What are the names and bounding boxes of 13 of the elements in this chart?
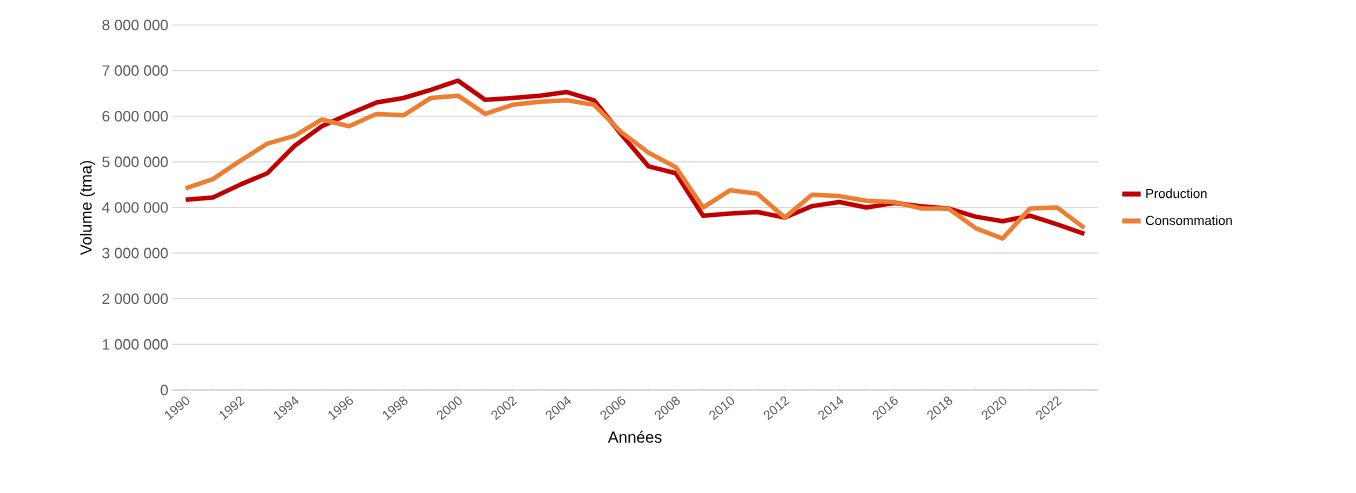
y-tick-label: 5 000 000	[102, 156, 168, 168]
y-tick-label: 3 000 000	[102, 247, 168, 259]
y-tick-label: 8 000 000	[102, 19, 168, 31]
y-axis-title: Volume (tma)	[79, 160, 95, 256]
x-axis-title: Années	[607, 430, 662, 443]
legend-label: Production	[1146, 188, 1207, 199]
y-tick-label: 1 000 000	[102, 339, 168, 350]
y-tick-label: 6 000 000	[102, 110, 168, 122]
y-tick-label: 7 000 000	[102, 65, 168, 76]
legend-label: Consommation	[1145, 215, 1232, 226]
y-tick-label: 2 000 000	[102, 293, 168, 305]
y-tick-label: 0	[160, 384, 168, 396]
y-tick-label: 4 000 000	[102, 202, 168, 213]
